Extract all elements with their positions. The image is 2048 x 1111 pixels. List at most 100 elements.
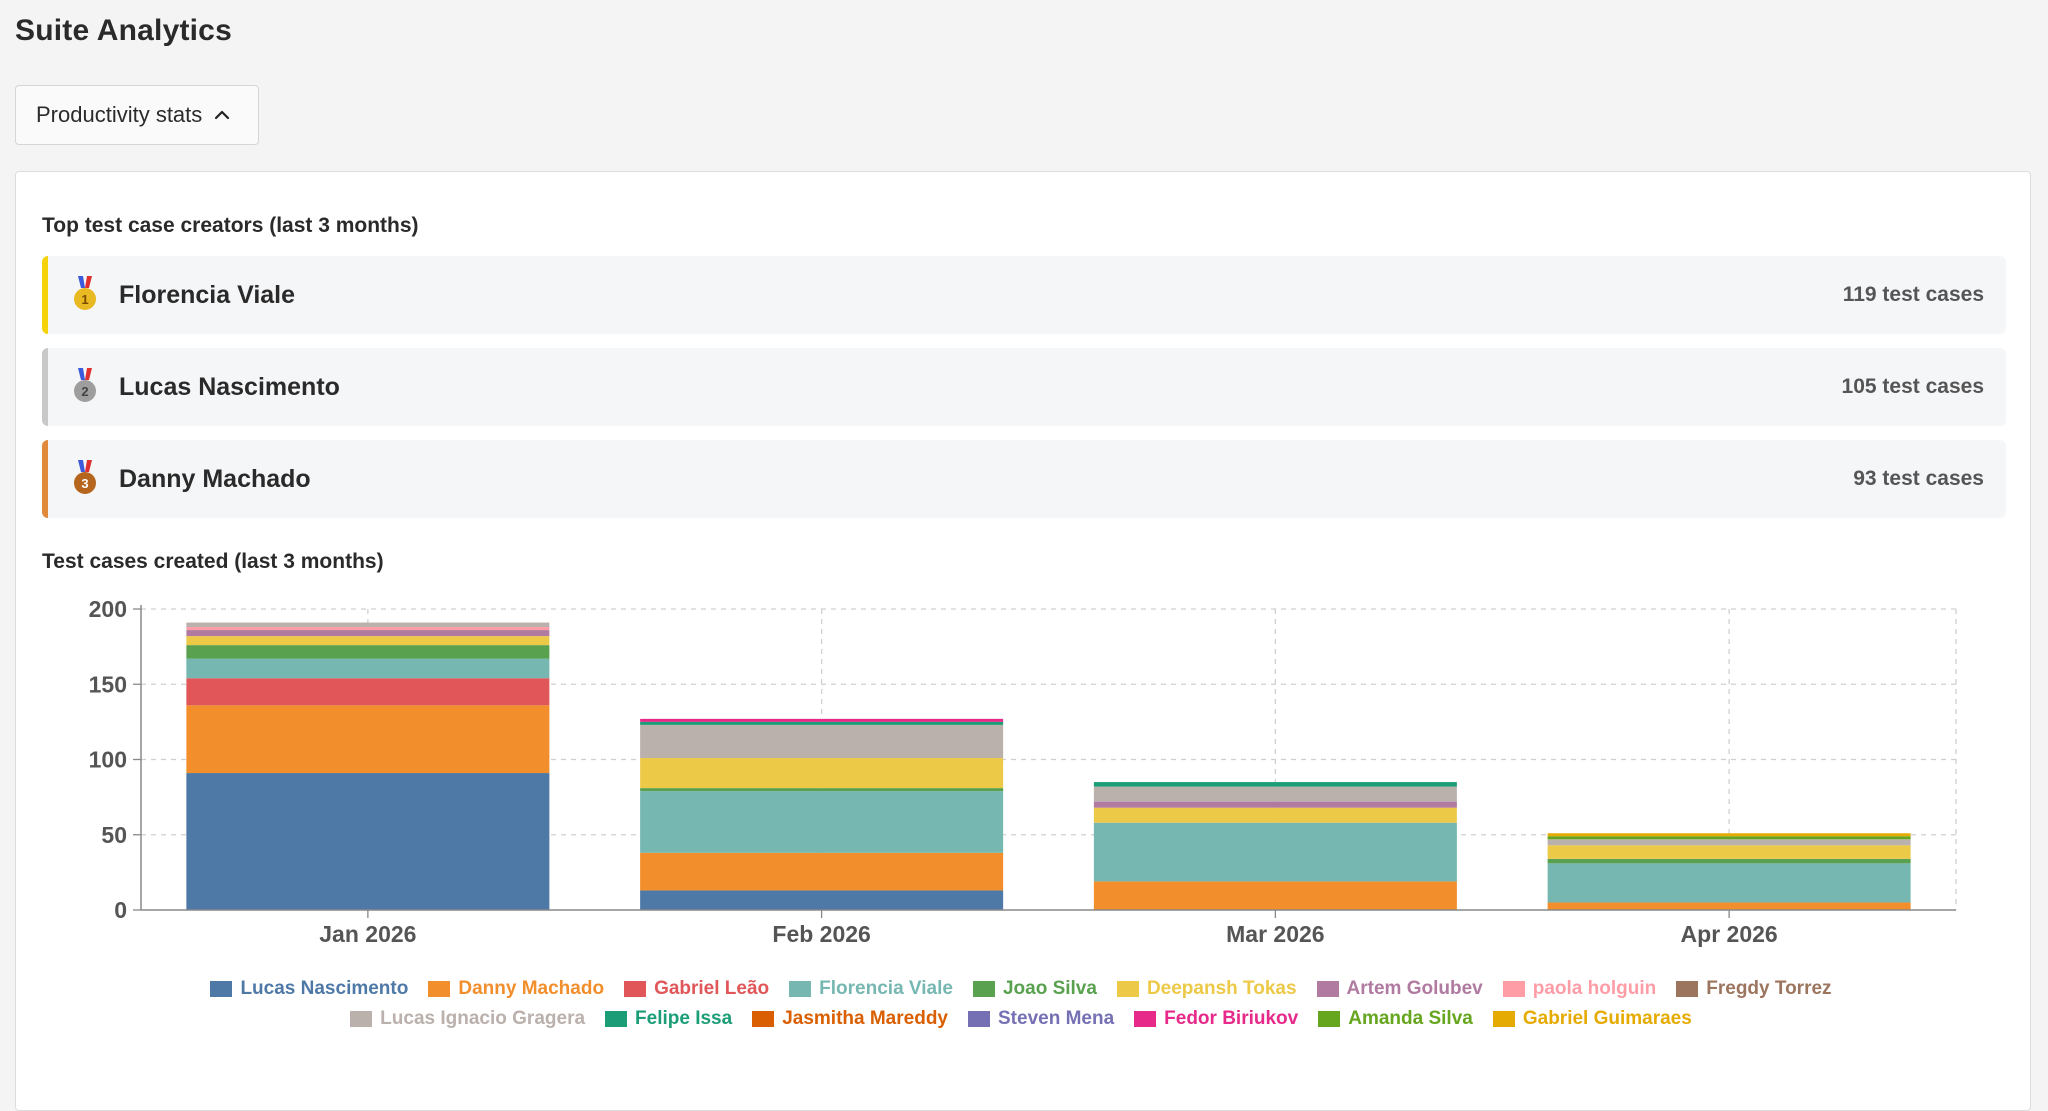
rank-accent-bar xyxy=(42,348,48,426)
x-tick-label: Feb 2026 xyxy=(772,921,870,947)
bar-segment xyxy=(1547,902,1911,910)
bar-segment xyxy=(1093,807,1457,823)
legend-item[interactable]: Steven Mena xyxy=(968,1008,1114,1030)
svg-text:3: 3 xyxy=(81,476,88,491)
bar-segment xyxy=(640,757,1004,789)
creator-name: Lucas Nascimento xyxy=(119,372,340,401)
legend-label: Steven Mena xyxy=(998,1008,1115,1029)
legend-item[interactable]: Felipe Issa xyxy=(605,1008,732,1030)
legend-swatch xyxy=(752,1011,775,1027)
legend-item[interactable]: Gabriel Guimaraes xyxy=(1492,1008,1692,1030)
legend-swatch xyxy=(789,981,812,997)
legend-swatch xyxy=(1116,981,1139,997)
legend-swatch xyxy=(350,1011,373,1027)
legend-item[interactable]: Fregdy Torrez xyxy=(1676,978,1832,1000)
legend-item[interactable]: Artem Golubev xyxy=(1316,978,1483,1000)
creator-count: 119 test cases xyxy=(1842,283,1984,306)
bar-segment xyxy=(1547,863,1911,903)
bar-segment xyxy=(640,852,1004,891)
y-tick-label: 200 xyxy=(89,596,127,622)
legend-swatch xyxy=(968,1011,990,1027)
legend-swatch xyxy=(972,981,995,997)
legend-swatch xyxy=(624,981,647,997)
creator-row-2: 2 Lucas Nascimento 105 test cases xyxy=(42,348,2006,426)
legend-label: Lucas Nascimento xyxy=(240,978,409,999)
bar-segment xyxy=(1093,782,1457,787)
svg-text:1: 1 xyxy=(81,292,88,307)
legend-item[interactable]: paola holguin xyxy=(1502,978,1657,1000)
legend-item[interactable]: Amanda Silva xyxy=(1318,1008,1473,1030)
test-cases-stacked-bar-chart: 0 50 100 150 200 Jan 2026 Feb 2026 Mar 2026 Apr … xyxy=(89,596,1957,947)
creator-row-1: 1 Florencia Viale 119 test cases xyxy=(42,256,2006,334)
page-title: Suite Analytics xyxy=(15,14,232,47)
legend-swatch xyxy=(1316,981,1339,997)
legend-label: Deepansh Tokas xyxy=(1146,978,1297,999)
bar-segment xyxy=(640,721,1004,725)
legend-item[interactable]: Jasmitha Mareddy xyxy=(752,1008,948,1030)
svg-text:2: 2 xyxy=(81,384,88,399)
legend-label: Felipe Issa xyxy=(635,1008,733,1029)
y-tick-label: 100 xyxy=(89,747,127,773)
y-tick-label: 150 xyxy=(89,671,127,697)
bar-segment xyxy=(186,645,550,659)
bar-segment xyxy=(186,630,550,637)
legend-swatch xyxy=(1502,981,1525,997)
bar-segment xyxy=(186,658,550,679)
rank-accent-bar xyxy=(42,440,48,518)
x-tick-label: Apr 2026 xyxy=(1681,921,1778,947)
creator-count: 93 test cases xyxy=(1853,467,1984,490)
productivity-stats-label: Productivity stats xyxy=(36,102,203,127)
rank-accent-bar xyxy=(42,256,48,334)
bar-segment xyxy=(1547,836,1911,840)
legend-label: Gabriel Leão xyxy=(654,978,770,999)
legend-item[interactable]: Lucas Ignacio Gragera xyxy=(350,1008,585,1030)
legend-label: Amanda Silva xyxy=(1348,1008,1473,1029)
bar-segment xyxy=(640,890,1004,910)
bar-segment xyxy=(1547,858,1911,864)
bar-segment xyxy=(186,773,550,910)
top-creators-heading: Top test case creators (last 3 months) xyxy=(42,214,419,237)
bar-segment xyxy=(640,718,1004,722)
legend-swatch xyxy=(210,981,233,997)
legend-label: Florencia Viale xyxy=(819,978,953,999)
legend-swatch xyxy=(1134,1011,1157,1027)
legend-item[interactable]: Danny Machado xyxy=(428,978,604,1000)
productivity-stats-toggle[interactable]: Productivity stats xyxy=(15,85,259,145)
bar-segment xyxy=(1547,833,1911,837)
bar-segment xyxy=(186,636,550,646)
bar-segment xyxy=(1093,786,1457,802)
productivity-panel: Top test case creators (last 3 months) 1… xyxy=(15,171,2031,1111)
y-tick-label: 50 xyxy=(101,822,127,848)
bar-segment xyxy=(1093,801,1457,808)
legend-swatch xyxy=(428,981,451,997)
legend-label: Lucas Ignacio Gragera xyxy=(380,1008,586,1029)
legend-label: Fedor Biriukov xyxy=(1164,1008,1299,1029)
x-tick-label: Jan 2026 xyxy=(319,921,416,947)
silver-medal-icon: 2 xyxy=(74,368,96,402)
bar-segment xyxy=(640,791,1004,853)
x-tick-label: Mar 2026 xyxy=(1226,921,1324,947)
creator-name: Danny Machado xyxy=(119,464,311,493)
legend-item[interactable]: Joao Silva xyxy=(972,978,1097,1000)
legend-item[interactable]: Lucas Nascimento xyxy=(210,978,408,1000)
legend-label: Artem Golubev xyxy=(1346,978,1483,999)
creator-row-3: 3 Danny Machado 93 test cases xyxy=(42,440,2006,518)
legend-item[interactable]: Fedor Biriukov xyxy=(1134,1008,1298,1030)
legend-item[interactable]: Florencia Viale xyxy=(789,978,953,1000)
bar-segment xyxy=(1547,839,1911,846)
gold-medal-icon: 1 xyxy=(74,276,96,310)
legend-label: paola holguin xyxy=(1532,978,1657,999)
bar-segment xyxy=(640,724,1004,758)
bar-segment xyxy=(1547,845,1911,859)
legend-item[interactable]: Deepansh Tokas xyxy=(1116,978,1297,1000)
bar-segment xyxy=(1093,822,1457,882)
legend-swatch xyxy=(605,1011,628,1027)
chevron-up-icon xyxy=(215,110,230,120)
legend-item[interactable]: Gabriel Leão xyxy=(624,978,769,1000)
bar-segment xyxy=(186,705,550,774)
y-tick-label: 0 xyxy=(114,897,127,923)
chart-legend: Lucas Nascimento Danny Machado Gabriel Leã… xyxy=(76,978,1966,1030)
legend-label: Gabriel Guimaraes xyxy=(1522,1008,1692,1029)
creator-name: Florencia Viale xyxy=(119,280,296,309)
bar-segment xyxy=(1093,881,1457,910)
